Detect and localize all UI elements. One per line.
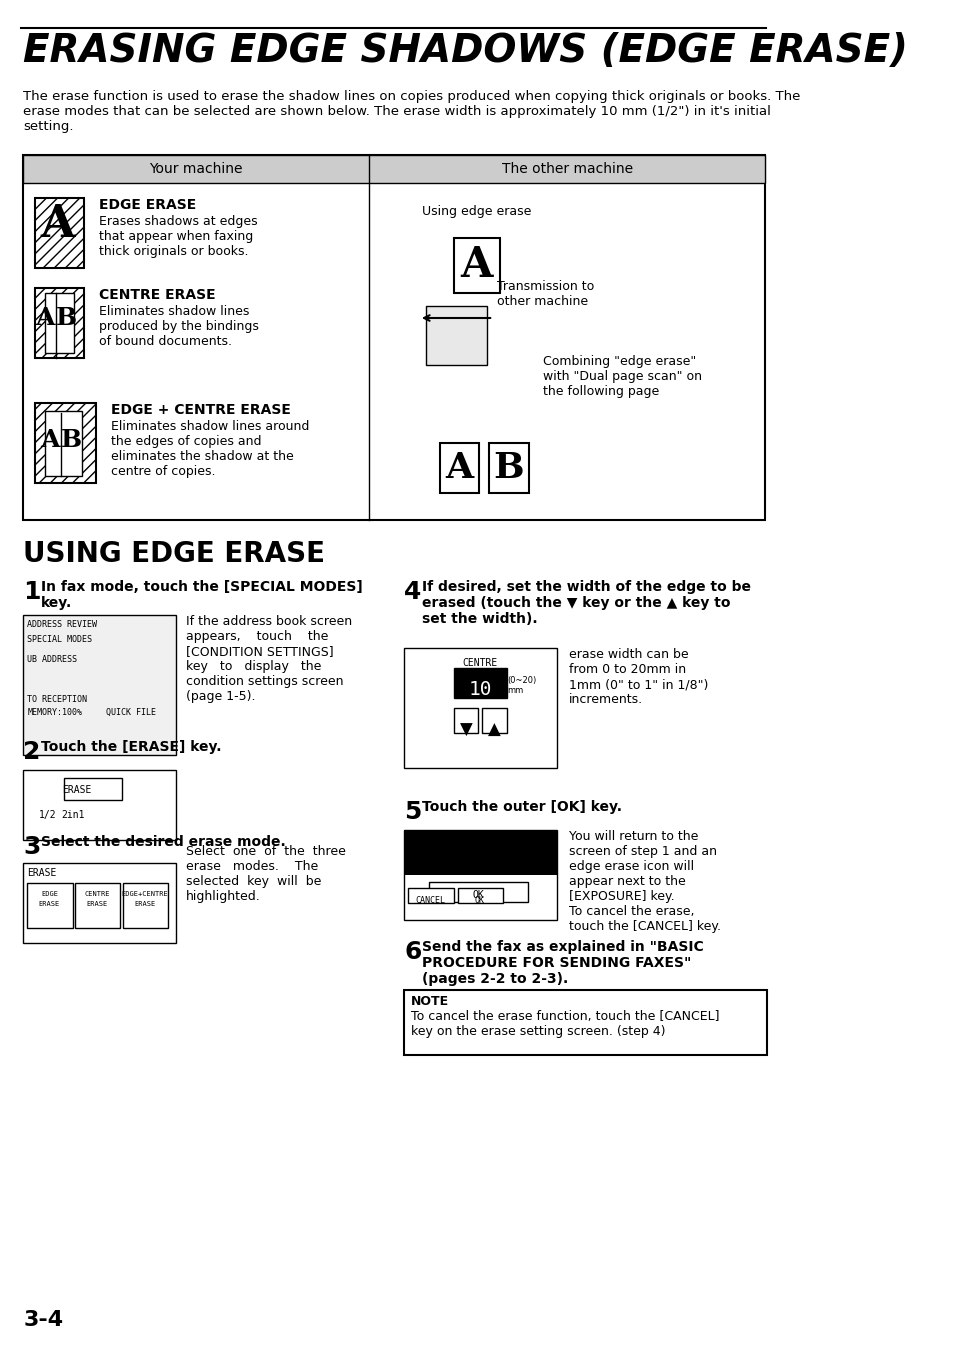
Bar — [34, 288, 84, 358]
Bar — [23, 155, 764, 520]
Text: OK: OK — [475, 896, 484, 905]
Text: A: A — [460, 245, 493, 286]
Bar — [404, 830, 557, 920]
Text: Select  one  of  the  three
erase   modes.    The
selected  key  will  be
highli: Select one of the three erase modes. The… — [186, 844, 345, 902]
Text: 5: 5 — [404, 800, 421, 824]
Text: A: A — [445, 451, 473, 485]
Text: Transmission to
other machine: Transmission to other machine — [497, 280, 594, 308]
Text: Eliminates shadow lines around
the edges of copies and
eliminates the shadow at : Eliminates shadow lines around the edges… — [112, 420, 310, 478]
Text: ERASE: ERASE — [87, 901, 108, 907]
Text: Touch the [ERASE] key.: Touch the [ERASE] key. — [41, 740, 221, 754]
Text: CENTRE: CENTRE — [85, 892, 110, 897]
Bar — [404, 648, 557, 767]
Bar — [34, 199, 84, 267]
Bar — [453, 238, 499, 293]
Text: OK: OK — [472, 890, 484, 900]
Text: 10: 10 — [468, 680, 491, 698]
Text: A: A — [40, 428, 59, 453]
Text: Using edge erase: Using edge erase — [421, 205, 531, 218]
Text: USING EDGE ERASE: USING EDGE ERASE — [23, 540, 325, 567]
Bar — [404, 990, 766, 1055]
Text: UB ADDRESS: UB ADDRESS — [28, 655, 77, 663]
Bar — [46, 411, 82, 476]
Text: B: B — [493, 451, 523, 485]
Text: CENTRE ERASE: CENTRE ERASE — [99, 288, 215, 303]
Text: (0~20)
mm: (0~20) mm — [507, 676, 536, 696]
Bar — [23, 615, 175, 755]
Bar — [75, 884, 120, 928]
Bar — [482, 708, 507, 734]
Bar — [457, 888, 502, 902]
Text: ERASE: ERASE — [39, 901, 60, 907]
Bar — [23, 770, 175, 840]
Text: 4: 4 — [404, 580, 421, 604]
FancyBboxPatch shape — [425, 305, 486, 365]
Bar — [453, 708, 477, 734]
Bar — [439, 443, 478, 493]
Text: ERASE: ERASE — [134, 901, 155, 907]
Text: ERASING EDGE SHADOWS (EDGE ERASE): ERASING EDGE SHADOWS (EDGE ERASE) — [23, 32, 907, 70]
Text: EDGE+CENTRE: EDGE+CENTRE — [122, 892, 169, 897]
Text: You will return to the
screen of step 1 and an
edge erase icon will
appear next : You will return to the screen of step 1 … — [568, 830, 720, 934]
Text: Eliminates shadow lines
produced by the bindings
of bound documents.: Eliminates shadow lines produced by the … — [99, 305, 258, 349]
Text: The other machine: The other machine — [501, 162, 632, 176]
Text: TO RECEPTION: TO RECEPTION — [28, 694, 87, 704]
Bar — [404, 830, 557, 875]
Text: Send the fax as explained in "BASIC
PROCEDURE FOR SENDING FAXES"
(pages 2-2 to 2: Send the fax as explained in "BASIC PROC… — [422, 940, 703, 986]
Text: To cancel the erase function, touch the [CANCEL]
key on the erase setting screen: To cancel the erase function, touch the … — [411, 1011, 719, 1038]
Text: B: B — [61, 428, 82, 453]
Bar — [64, 778, 122, 800]
Text: 2in1: 2in1 — [61, 811, 84, 820]
Text: ERASE: ERASE — [28, 867, 56, 878]
Text: 6: 6 — [404, 940, 421, 965]
Text: Select the desired erase mode.: Select the desired erase mode. — [41, 835, 286, 848]
Text: 3-4: 3-4 — [23, 1310, 63, 1329]
Text: If desired, set the width of the edge to be
erased (touch the ▼ key or the ▲ key: If desired, set the width of the edge to… — [422, 580, 750, 627]
Text: Erases shadows at edges
that appear when faxing
thick originals or books.: Erases shadows at edges that appear when… — [99, 215, 257, 258]
Bar — [23, 155, 764, 182]
Text: CENTRE: CENTRE — [462, 658, 497, 667]
Text: CANCEL: CANCEL — [416, 896, 445, 905]
Text: EDGE: EDGE — [41, 892, 58, 897]
Text: ADDRESS REVIEW: ADDRESS REVIEW — [28, 620, 97, 630]
Text: Combining "edge erase"
with "Dual page scan" on
the following page: Combining "edge erase" with "Dual page s… — [542, 355, 700, 399]
Bar — [34, 403, 96, 484]
Text: EDGE ERASE: EDGE ERASE — [99, 199, 196, 212]
Text: 3: 3 — [23, 835, 40, 859]
Text: ERASE: ERASE — [62, 785, 91, 794]
Text: erase width can be
from 0 to 20mm in
1mm (0" to 1" in 1/8")
increments.: erase width can be from 0 to 20mm in 1mm… — [568, 648, 708, 707]
Text: EDGE + CENTRE ERASE: EDGE + CENTRE ERASE — [112, 403, 291, 417]
Text: 2: 2 — [23, 740, 40, 765]
Text: B: B — [55, 305, 76, 330]
Text: If the address book screen
appears,    touch    the
[CONDITION SETTINGS]
key   t: If the address book screen appears, touc… — [186, 615, 352, 703]
Bar — [453, 667, 507, 698]
Bar — [123, 884, 168, 928]
Text: The erase function is used to erase the shadow lines on copies produced when cop: The erase function is used to erase the … — [23, 91, 800, 132]
Text: Your machine: Your machine — [150, 162, 243, 176]
Text: QUICK FILE: QUICK FILE — [106, 708, 155, 717]
Text: Touch the outer [OK] key.: Touch the outer [OK] key. — [422, 800, 621, 815]
Text: In fax mode, touch the [SPECIAL MODES]
key.: In fax mode, touch the [SPECIAL MODES] k… — [41, 580, 362, 611]
Text: A: A — [35, 305, 55, 330]
Bar — [23, 863, 175, 943]
Text: 1: 1 — [23, 580, 41, 604]
Text: 1/2: 1/2 — [39, 811, 56, 820]
Text: MEMORY:100%: MEMORY:100% — [28, 708, 82, 717]
Text: SPECIAL MODES: SPECIAL MODES — [28, 635, 92, 644]
Text: ▼: ▼ — [459, 721, 472, 739]
Text: NOTE: NOTE — [411, 994, 448, 1008]
Bar — [429, 882, 527, 902]
Bar — [408, 888, 453, 902]
Bar — [28, 884, 72, 928]
Text: ▲: ▲ — [488, 721, 500, 739]
Bar — [489, 443, 528, 493]
Bar — [46, 293, 74, 353]
Text: A: A — [40, 203, 75, 246]
